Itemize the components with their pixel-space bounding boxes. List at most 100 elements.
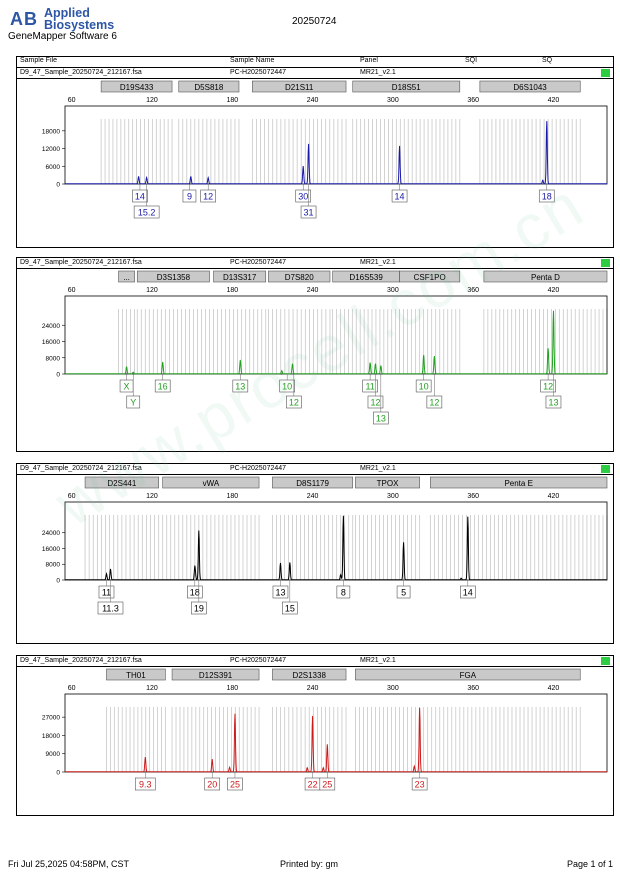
allele-call-label: 14 [395,192,405,202]
x-tick-label: 180 [226,287,238,294]
allele-call-label: 13 [548,398,558,408]
brand-name: Applied Biosystems [44,6,115,32]
allele-call-label: 15.2 [138,208,156,218]
electropherogram-red: TH01 D12S391 D2S1338 FGA 60 120 180 240 300 360 42… [42,668,608,791]
y-tick-label: 0 [56,182,60,189]
sq-status-indicator [601,69,610,77]
sample-file: D9_47_Sample_20250724_212167.fsa [20,69,142,76]
locus-label: D12S391 [199,671,233,680]
allele-call-box [200,189,216,203]
locus-box [479,80,581,93]
y-tick-label: 8000 [46,562,61,569]
allele-call-box [227,777,243,791]
y-tick-label: 12000 [42,146,60,153]
allele-call-label: 11.3 [102,604,119,614]
panel-info-row: D9_47_Sample_20250724_212167.fsa PC-H202… [17,656,613,667]
electropherogram-panel-black: D9_47_Sample_20250724_212167.fsa PC-H202… [16,463,614,644]
y-tick-label: 24000 [42,530,60,537]
allele-call-box [187,585,203,599]
allele-call-box [411,777,428,791]
locus-label: TPOX [377,479,399,488]
locus-box [399,270,461,283]
locus-label: D21S11 [285,83,314,92]
allele-call-box [336,585,351,599]
panel-name: MR21_v2.1 [360,465,396,472]
locus-label: D7S820 [285,273,314,282]
allele-call-label: 9.3 [139,780,152,790]
locus-label: Penta D [531,273,560,282]
x-tick-label: 420 [548,287,560,294]
allele-call-box [132,189,148,203]
locus-label: D19S433 [120,83,154,92]
allele-call-box [426,395,443,409]
locus-box [118,270,135,283]
allele-call-box [396,585,411,599]
sample-name: PC-H2025072447 [230,259,287,266]
locus-label: vWA [203,479,220,488]
x-tick-label: 360 [467,97,479,104]
allele-call-label: Y [130,398,136,408]
printed-by: Printed by: gm [280,859,339,869]
allele-call-box [295,189,312,203]
allele-call-label: 8 [341,588,346,598]
sq-status-indicator [601,657,610,665]
locus-label: TH01 [126,671,146,680]
allele-call-label: 10 [419,382,429,392]
y-tick-label: 24000 [42,323,60,330]
allele-call-label: 13 [376,414,386,424]
panel-info-row: D9_47_Sample_20250724_212167.fsa PC-H202… [17,68,613,79]
page-number: Page 1 of 1 [567,859,614,869]
allele-call-box [126,395,141,409]
locus-box [272,476,354,489]
allele-call-label: 18 [542,192,552,202]
panel-name: MR21_v2.1 [360,657,396,664]
x-tick-label: 240 [307,97,319,104]
sample-name: PC-H2025072447 [230,465,287,472]
allele-call-label: 16 [158,382,168,392]
brand-line-1: Applied [44,6,90,20]
x-tick-label: 120 [146,685,158,692]
allele-call-label: X [124,382,130,392]
allele-call-box [97,601,124,615]
signal-trace [65,707,607,773]
allele-call-label: 11 [102,588,111,598]
allele-call-box [319,777,336,791]
allele-call-label: 13 [275,588,285,598]
brand-line-2: Biosystems [44,18,115,32]
allele-call-box [286,395,302,409]
y-tick-label: 18000 [42,128,60,135]
x-tick-label: 240 [307,685,319,692]
sq-status-indicator [601,465,610,473]
locus-label: FGA [460,671,477,680]
x-tick-label: 300 [387,493,399,500]
y-tick-label: 16000 [42,339,60,346]
applied-biosystems-logo: A B [9,8,43,29]
allele-call-label: 25 [322,780,332,790]
allele-call-box [282,601,298,615]
allele-call-box [391,189,408,203]
allele-call-label: 12 [203,192,213,202]
allele-call-box [232,379,249,393]
col-sqi: SQI [465,57,478,64]
locus-label: Penta E [504,479,532,488]
x-tick-label: 60 [68,685,76,692]
locus-box [162,476,260,489]
locus-label: CSF1PO [414,273,446,282]
allele-call-label: 9 [187,192,192,202]
x-tick-label: 300 [387,287,399,294]
allele-call-label: 13 [235,382,245,392]
panel-info-row: D9_47_Sample_20250724_212167.fsa PC-H202… [17,464,613,475]
sq-status-indicator [601,259,610,267]
allele-call-box [272,585,289,599]
locus-box [352,80,461,93]
locus-label: ... [123,273,130,282]
locus-box [213,270,267,283]
allele-call-label: 12 [429,398,439,408]
svg-text:A: A [10,9,23,28]
printed-date: Fri Jul 25,2025 04:58PM, CST [8,859,130,869]
electropherogram-panel-green: D9_47_Sample_20250724_212167.fsa PC-H202… [16,257,614,452]
allele-call-label: 31 [304,208,314,218]
allele-call-box [538,189,555,203]
signal-trace [65,121,607,185]
plot-frame [64,105,608,185]
